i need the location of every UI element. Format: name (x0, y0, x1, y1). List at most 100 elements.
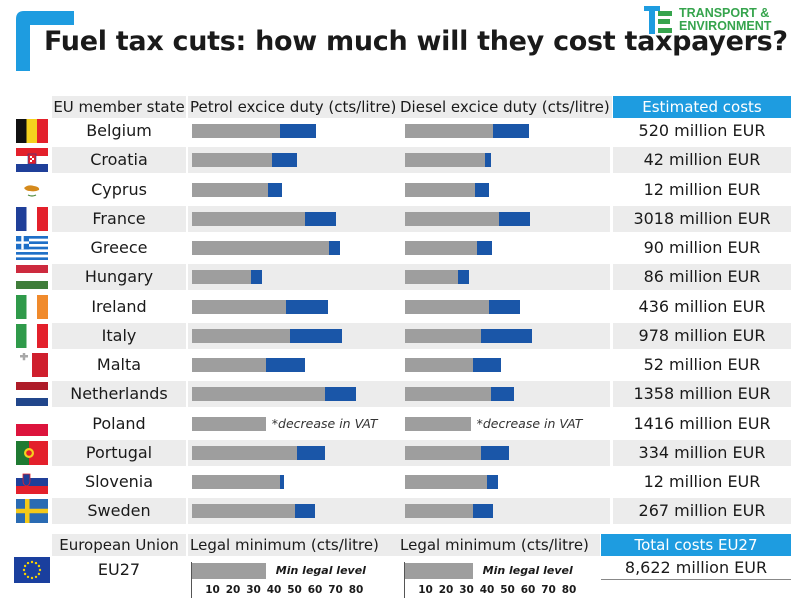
petrol-duty-bar (192, 270, 252, 285)
slovenia-flag-icon (16, 470, 48, 494)
petrol-cut-bar (304, 211, 336, 226)
petrol-cut-bar (296, 445, 326, 460)
country-name: Poland (92, 413, 146, 433)
petrol-duty-bar (192, 124, 281, 138)
row-band (52, 498, 186, 525)
diesel-cut-bar (476, 241, 493, 255)
diesel-tick-label: 40 (479, 584, 495, 596)
diesel-cut-bar (472, 504, 494, 519)
diesel-cut-bar (489, 299, 520, 314)
diesel-tick-label: 60 (520, 584, 536, 596)
petrol-duty-bar (192, 328, 291, 343)
petrol-duty-bar (192, 153, 272, 168)
eu27-label: EU27 (97, 560, 141, 579)
petrol-duty-bar (192, 358, 266, 372)
country-name: France (92, 208, 146, 228)
country-name: Croatia (90, 150, 148, 170)
diesel-cut-bar (493, 124, 530, 138)
header-petrol: Petrol excice duty (cts/litre) (188, 96, 398, 118)
diesel-tick-label: 70 (541, 584, 556, 596)
footer-legal-min-petrol: Legal minimum (cts/litre) (188, 534, 398, 556)
country-name: Cyprus (91, 179, 147, 199)
diesel-duty-bar (405, 299, 490, 314)
petrol-duty-bar (192, 241, 330, 255)
petrol-cut-bar (251, 270, 262, 285)
petrol-tick-label: 80 (348, 584, 364, 596)
hungary-flag-icon (16, 265, 48, 290)
petrol-axis-line (191, 562, 192, 598)
estimated-cost: 12 million EUR (643, 472, 761, 491)
ireland-flag-icon (16, 294, 48, 319)
diesel-duty-bar (405, 211, 500, 226)
country-name: Italy (101, 325, 137, 345)
estimated-cost: 3018 million EUR (633, 208, 771, 228)
country-name: Ireland (91, 296, 147, 316)
table-row: Portugal 334 million EUR (0, 439, 800, 469)
diesel-cut-bar (480, 328, 533, 343)
diesel-tick-label: 10 (418, 584, 433, 596)
petrol-duty-bar (192, 416, 266, 431)
poland-flag-icon (16, 411, 48, 436)
diesel-vat-note: *decrease in VAT (476, 415, 583, 431)
country-name: Sweden (87, 501, 151, 521)
petrol-tick-label: 40 (266, 584, 282, 596)
footer-eu-label: European Union (52, 534, 186, 556)
total-costs-value: 8,622 million EUR (601, 557, 791, 580)
row-band (613, 322, 791, 349)
petrol-tick-label: 20 (225, 584, 241, 596)
estimated-cost: 520 million EUR (638, 121, 766, 140)
estimated-cost: 1416 million EUR (633, 413, 771, 433)
logo-line-2: ENVIRONMENT (679, 19, 772, 33)
estimated-cost: 12 million EUR (643, 179, 761, 199)
estimated-cost: 267 million EUR (638, 501, 766, 521)
petrol-tick-label: 50 (287, 584, 302, 596)
malta-flag-icon (16, 353, 48, 377)
te-logo: TRANSPORT & ENVIRONMENT (644, 6, 794, 36)
petrol-cut-bar (290, 328, 342, 343)
corner-bracket-decoration (16, 11, 74, 71)
petrol-tick-label: 10 (205, 584, 220, 596)
netherlands-flag-icon (16, 382, 48, 407)
greece-flag-icon (16, 236, 48, 260)
diesel-duty-bar (405, 445, 481, 460)
diesel-legal-min-bar (405, 563, 473, 579)
diesel-tick-label: 50 (500, 584, 515, 596)
diesel-duty-bar (405, 153, 485, 168)
table-row: Greece 90 million EUR (0, 235, 800, 264)
country-name: Portugal (85, 442, 153, 462)
table-row: Slovenia 12 million EUR (0, 469, 800, 498)
country-name: Hungary (84, 267, 154, 287)
estimated-cost: 86 million EUR (643, 267, 761, 287)
estimated-cost: 978 million EUR (638, 325, 766, 345)
row-band (52, 322, 186, 349)
diesel-tick-label: 80 (561, 584, 577, 596)
croatia-flag-icon (16, 148, 48, 173)
row-band (52, 205, 186, 232)
diesel-axis-line (404, 562, 405, 598)
portugal-flag-icon (16, 440, 48, 465)
table-row: Hungary 86 million EUR (0, 264, 800, 293)
table-row: Ireland 436 million EUR (0, 294, 800, 323)
diesel-cut-bar (484, 153, 492, 168)
diesel-duty-bar (405, 241, 477, 255)
petrol-cut-bar (329, 241, 340, 255)
sweden-flag-icon (16, 499, 48, 524)
diesel-duty-bar (405, 270, 459, 285)
petrol-cut-bar (286, 299, 329, 314)
logo-line-1: TRANSPORT & (679, 6, 770, 20)
petrol-cut-bar (280, 124, 317, 138)
row-band (52, 264, 186, 291)
row-band (613, 147, 791, 174)
petrol-duty-bar (192, 182, 268, 197)
row-band (52, 439, 186, 466)
petrol-cut-bar (265, 358, 305, 372)
diesel-min-legal-label: Min legal level (482, 564, 573, 577)
row-band (52, 381, 186, 408)
estimated-cost: 52 million EUR (643, 355, 761, 374)
footer-total-label: Total costs EU27 (601, 534, 791, 556)
row-band (613, 439, 791, 466)
petrol-cut-bar (325, 387, 356, 402)
table-row: Poland *decrease in VAT *decrease in VAT 14… (0, 411, 800, 440)
diesel-duty-bar (405, 328, 481, 343)
petrol-tick-label: 60 (307, 584, 323, 596)
